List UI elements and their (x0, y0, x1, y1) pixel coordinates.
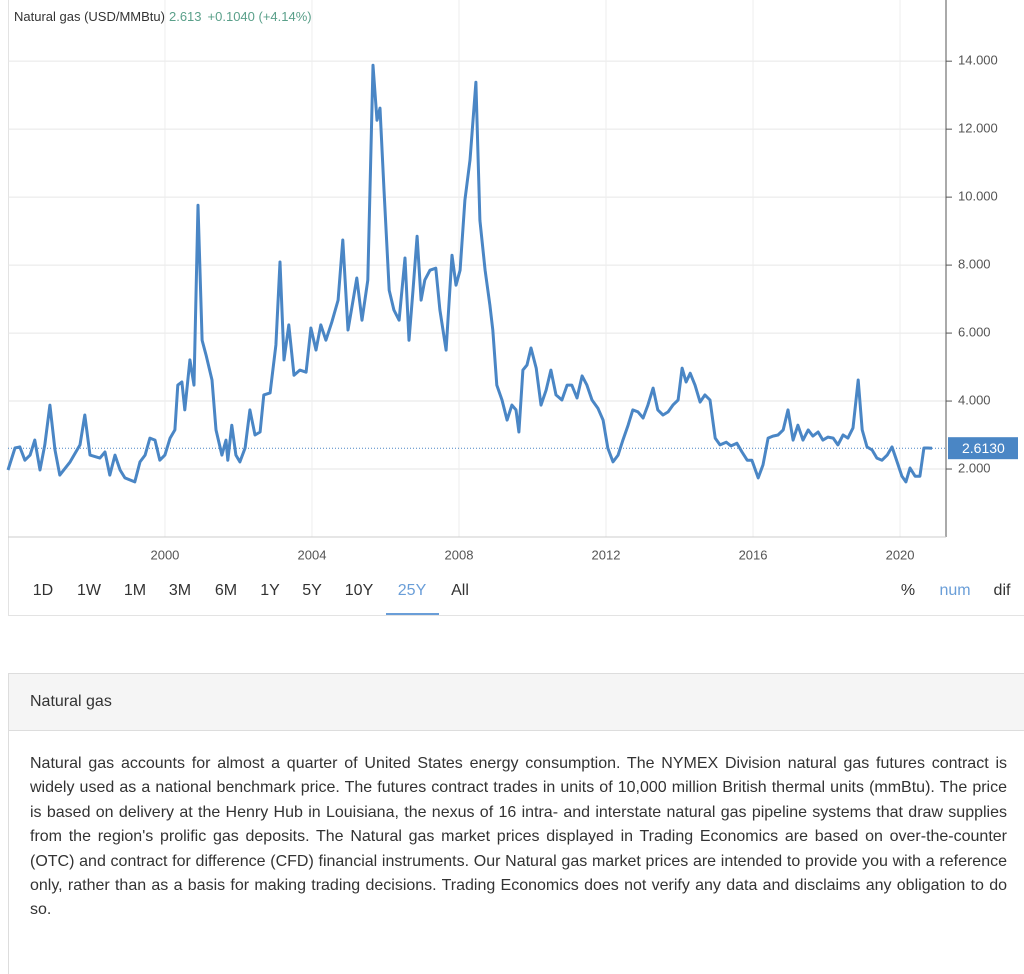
description-panel: Natural gas Natural gas accounts for alm… (8, 673, 1024, 974)
range-button[interactable]: 25Y (398, 582, 427, 599)
y-tick-label: 6.000 (958, 325, 991, 340)
y-tick-label: 8.000 (958, 257, 991, 272)
x-tick-label: 2004 (298, 547, 327, 562)
y-tick-label: 4.000 (958, 392, 991, 407)
mode-button[interactable]: % (901, 582, 915, 599)
range-button[interactable]: 3M (169, 582, 191, 599)
price-line (6, 63, 933, 484)
range-button[interactable]: 6M (215, 582, 237, 599)
chart: Natural gas (USD/MMBtu) 2.613 +0.1040 (+4.… (6, 0, 1018, 615)
x-tick-label: 2020 (886, 547, 915, 562)
x-tick-label: 2000 (150, 547, 179, 562)
mode-button[interactable]: dif (994, 582, 1011, 599)
x-tick-label: 2012 (592, 547, 621, 562)
range-button[interactable]: 1M (124, 582, 146, 599)
y-tick-label: 12.000 (958, 121, 998, 136)
x-tick-label: 2016 (739, 547, 768, 562)
current-label: 2.6130 (962, 440, 1005, 456)
chart-title: Natural gas (USD/MMBtu) (14, 9, 165, 24)
chart-container (8, 0, 1024, 616)
y-tick-label: 2.000 (958, 460, 991, 475)
last-price: 2.613 (169, 9, 202, 24)
range-button[interactable]: All (451, 582, 469, 599)
mode-button[interactable]: num (939, 582, 970, 599)
panel-title: Natural gas (9, 674, 1024, 731)
x-tick-label: 2008 (445, 547, 474, 562)
range-button[interactable]: 5Y (302, 582, 322, 599)
range-button[interactable]: 1W (77, 582, 102, 599)
range-button[interactable]: 1Y (260, 582, 280, 599)
y-tick-label: 14.000 (958, 53, 998, 68)
y-tick-label: 10.000 (958, 189, 998, 204)
chart-header: Natural gas (USD/MMBtu) 2.613 +0.1040 (+4.… (14, 9, 312, 24)
current-label-box (948, 437, 1018, 460)
price-change: +0.1040 (+4.14%) (208, 9, 312, 24)
range-button[interactable]: 10Y (345, 582, 374, 599)
panel-text: Natural gas accounts for almost a quarte… (30, 755, 1007, 919)
range-button[interactable]: 1D (33, 582, 53, 599)
